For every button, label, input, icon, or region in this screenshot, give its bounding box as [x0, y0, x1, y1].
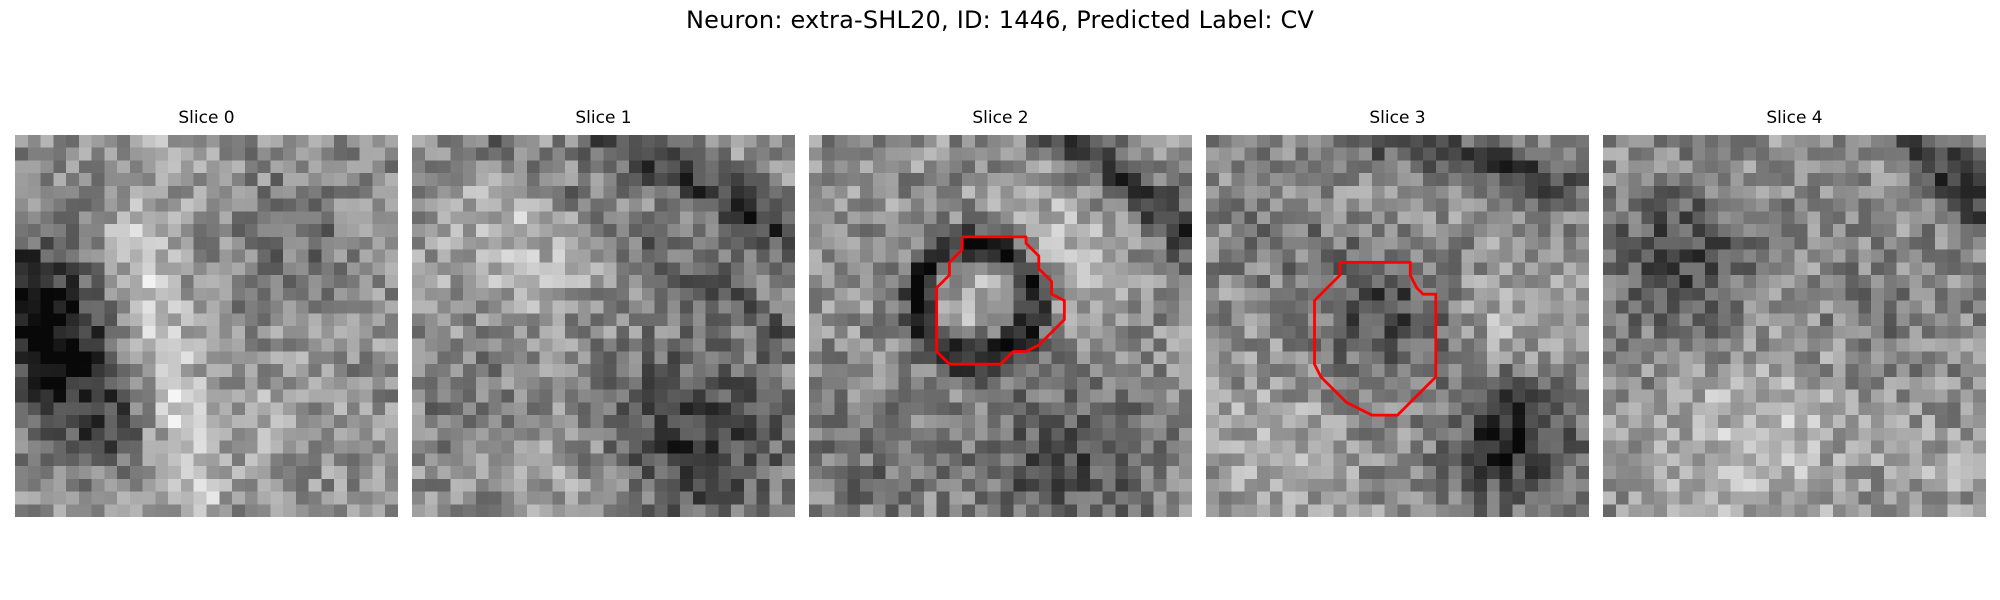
- panel-title-slice-0: Slice 0: [178, 108, 235, 128]
- grayscale-slice-image-4: [1603, 135, 1986, 517]
- grayscale-slice-image-0: [15, 135, 398, 517]
- grayscale-slice-image-2: [809, 135, 1192, 517]
- grayscale-slice-image-3: [1206, 135, 1589, 517]
- segmentation-contour-slice-3: [1313, 260, 1438, 417]
- panel-title-slice-1: Slice 1: [575, 108, 632, 128]
- panel-title-slice-3: Slice 3: [1369, 108, 1426, 128]
- panel-title-slice-4: Slice 4: [1766, 108, 1823, 128]
- grayscale-slice-image-1: [412, 135, 795, 517]
- panel-title-slice-2: Slice 2: [972, 108, 1029, 128]
- figure-title: Neuron: extra-SHL20, ID: 1446, Predicted…: [685, 6, 1315, 34]
- segmentation-contour-slice-2: [935, 235, 1066, 366]
